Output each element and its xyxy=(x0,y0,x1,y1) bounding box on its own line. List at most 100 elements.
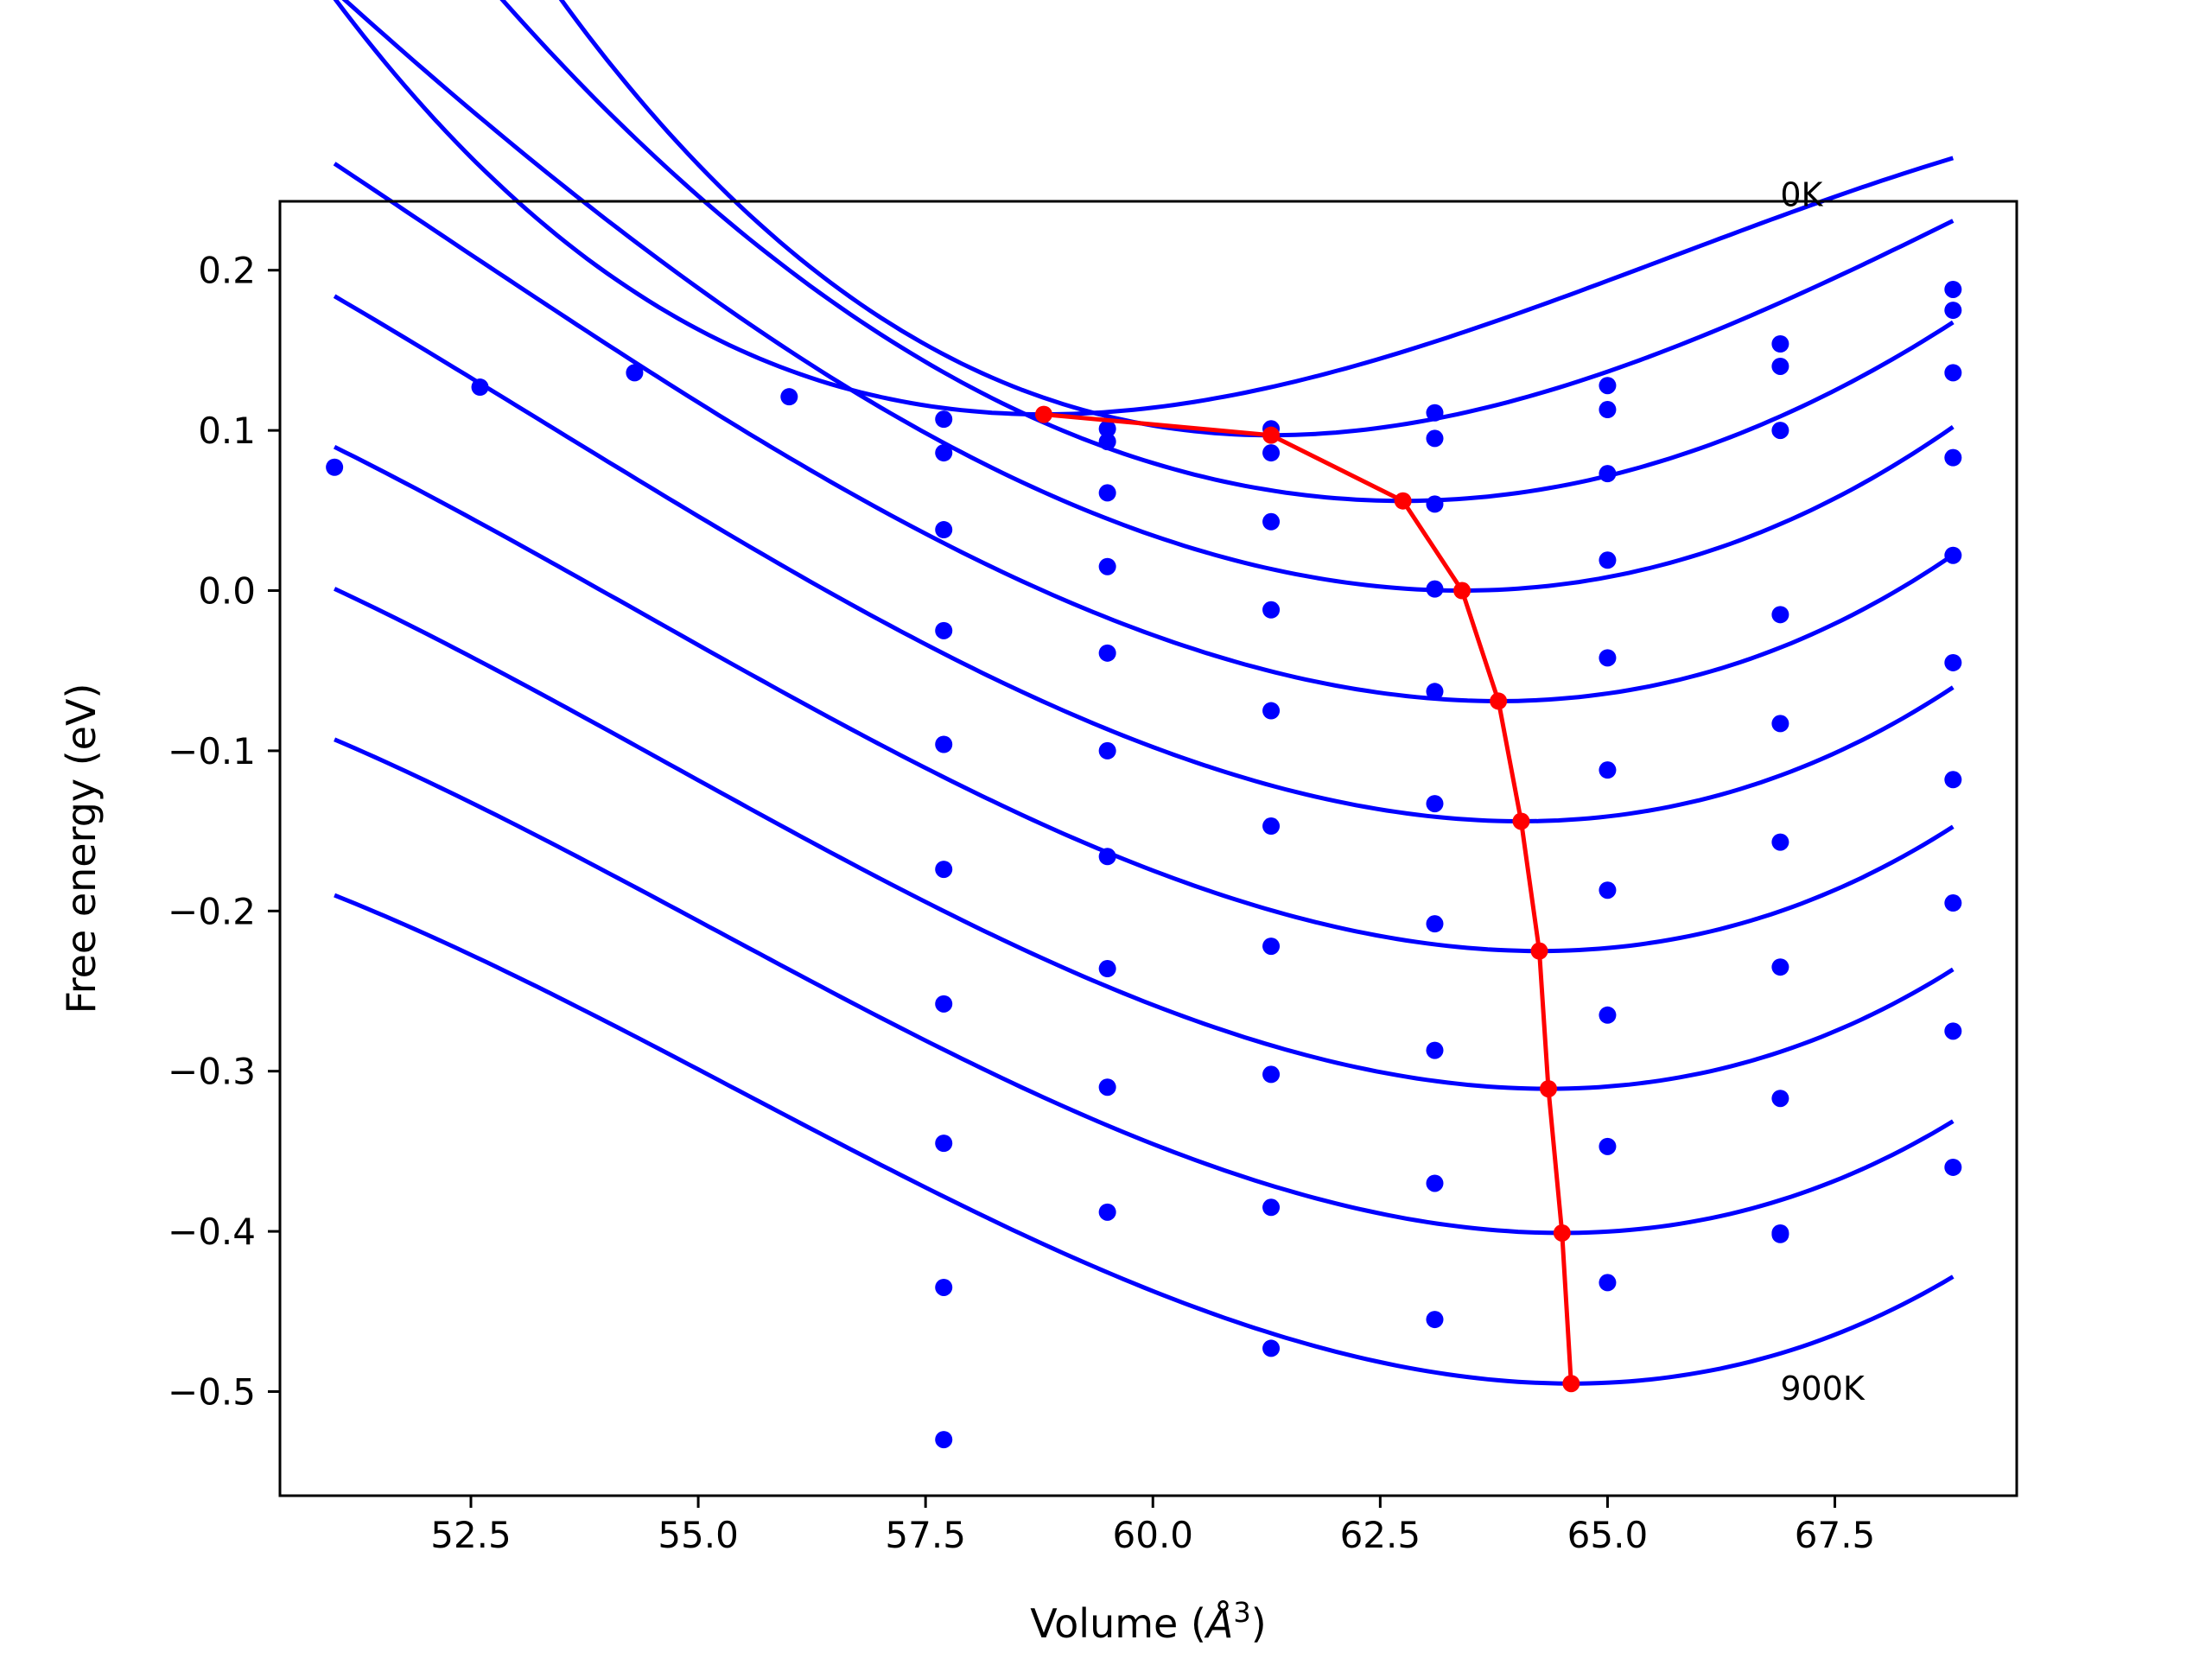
data-point xyxy=(1262,512,1281,531)
data-point xyxy=(1262,1065,1281,1084)
fit-curve-6 xyxy=(333,444,1955,954)
data-point xyxy=(1771,1225,1789,1243)
data-point xyxy=(1098,557,1116,575)
data-point xyxy=(1262,1198,1281,1217)
data-point xyxy=(1599,1006,1617,1024)
y-tick-label: 0.2 xyxy=(198,250,256,292)
minimum-point xyxy=(1453,582,1471,600)
fit-curve-8 xyxy=(334,737,1955,1236)
data-point xyxy=(1098,644,1116,662)
x-axis-label: Volume (Å3) xyxy=(1030,1596,1266,1647)
data-point xyxy=(1098,420,1116,438)
data-point xyxy=(935,521,953,539)
y-tick-label: −0.1 xyxy=(168,730,256,772)
data-point xyxy=(1771,958,1789,976)
data-point xyxy=(935,1278,953,1296)
data-point xyxy=(1098,848,1116,866)
data-point xyxy=(1771,715,1789,733)
data-point xyxy=(1944,364,1962,382)
fit-curve-5 xyxy=(333,294,1955,824)
minimum-point xyxy=(1262,426,1281,444)
y-tick-label: −0.2 xyxy=(168,890,256,932)
data-point xyxy=(1944,1022,1962,1040)
data-point xyxy=(1599,465,1617,483)
data-point xyxy=(1426,683,1444,701)
data-point xyxy=(1426,915,1444,933)
axes-frame xyxy=(278,200,2018,1497)
data-point xyxy=(1944,1158,1962,1176)
data-point xyxy=(1426,1311,1444,1329)
data-point xyxy=(1426,495,1444,513)
data-point xyxy=(1098,1203,1116,1221)
data-point xyxy=(1262,938,1281,956)
x-tick-label: 52.5 xyxy=(430,1514,512,1556)
data-point xyxy=(1262,601,1281,619)
data-point xyxy=(1426,1174,1444,1192)
data-point xyxy=(1098,484,1116,502)
x-axis-label-unit-exponent: 3 xyxy=(1233,1596,1250,1629)
y-axis-label: Free energy (eV) xyxy=(58,683,105,1014)
data-point xyxy=(471,378,489,397)
data-point xyxy=(1599,377,1617,395)
x-axis-label-text: Volume xyxy=(1030,1600,1178,1647)
x-tick-label: 55.0 xyxy=(658,1514,739,1556)
data-point xyxy=(1771,606,1789,624)
data-point xyxy=(1944,280,1962,298)
data-point xyxy=(1426,795,1444,813)
data-point xyxy=(1944,448,1962,467)
data-point xyxy=(1426,404,1444,422)
minimum-point xyxy=(1530,942,1548,960)
x-tick-label: 65.0 xyxy=(1567,1514,1649,1556)
data-point xyxy=(1599,1137,1617,1155)
data-point xyxy=(1771,833,1789,851)
minimum-path-line xyxy=(1043,412,1573,1384)
data-point xyxy=(1771,335,1789,353)
data-point xyxy=(935,410,953,429)
data-point xyxy=(1599,649,1617,667)
fit-curve-3 xyxy=(341,0,1955,593)
minimum-point xyxy=(1553,1224,1571,1242)
x-tick-label: 60.0 xyxy=(1113,1514,1194,1556)
data-point xyxy=(1944,653,1962,671)
minimum-point xyxy=(1034,405,1052,423)
fit-curve-4 xyxy=(333,162,1955,703)
data-point xyxy=(1599,551,1617,569)
annotation-0k: 0K xyxy=(1780,176,1823,214)
minimum-point xyxy=(1394,492,1412,510)
data-point xyxy=(1771,357,1789,375)
data-point xyxy=(935,621,953,639)
data-point xyxy=(1599,1274,1617,1292)
data-point xyxy=(626,364,644,382)
data-point xyxy=(326,458,344,476)
data-point xyxy=(1262,702,1281,720)
minimum-point xyxy=(1490,692,1508,710)
data-point xyxy=(935,995,953,1013)
x-axis-label-unit: Å xyxy=(1204,1600,1233,1647)
x-tick-label: 57.5 xyxy=(885,1514,966,1556)
y-tick-label: −0.4 xyxy=(168,1211,256,1253)
minimum-point xyxy=(1562,1375,1580,1393)
data-point xyxy=(935,735,953,753)
x-tick-label: 67.5 xyxy=(1795,1514,1876,1556)
data-point xyxy=(1426,1041,1444,1059)
annotation-900k: 900K xyxy=(1780,1370,1866,1408)
minimum-point xyxy=(1540,1080,1558,1098)
data-point xyxy=(780,388,798,406)
data-point xyxy=(1944,771,1962,789)
data-point xyxy=(935,444,953,462)
fit-curve-7 xyxy=(334,587,1955,1091)
data-point xyxy=(1098,741,1116,760)
data-point xyxy=(1599,881,1617,899)
data-point xyxy=(935,1431,953,1449)
data-point xyxy=(1262,1339,1281,1357)
fit-curve-2 xyxy=(499,0,1955,504)
data-point xyxy=(1098,433,1116,451)
data-point xyxy=(1944,546,1962,564)
data-point xyxy=(1771,422,1789,440)
data-point xyxy=(1599,401,1617,419)
data-point xyxy=(1426,580,1444,598)
minimum-point xyxy=(1512,812,1530,830)
data-point xyxy=(1944,302,1962,320)
